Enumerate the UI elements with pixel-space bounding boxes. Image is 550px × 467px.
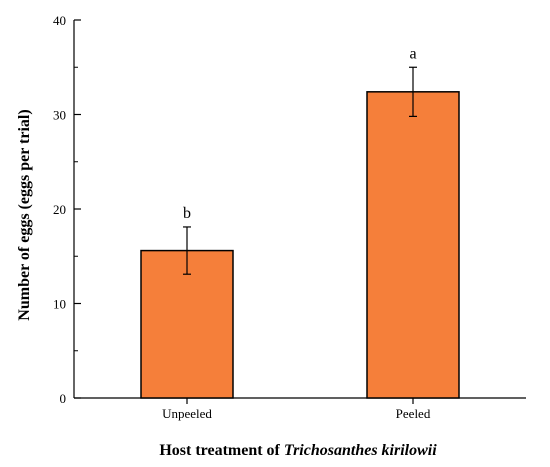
y-tick-label: 10 — [53, 297, 66, 312]
x-axis-title: Host treatment of Trichosanthes kirilowi… — [159, 442, 437, 459]
bar — [140, 249, 234, 399]
x-tick-label: Unpeeled — [162, 406, 212, 421]
significance-label: b — [183, 205, 191, 222]
x-axis-title-prefix: Host treatment of — [159, 442, 284, 459]
y-tick-label: 0 — [60, 391, 67, 406]
y-tick-label: 20 — [53, 202, 66, 217]
y-tick-label: 40 — [53, 13, 66, 28]
bar — [366, 91, 460, 399]
significance-label: a — [409, 45, 416, 62]
x-tick-label: Peeled — [396, 406, 431, 421]
y-axis-title: Number of eggs (eggs per trial) — [16, 109, 33, 320]
bars: ba — [140, 45, 460, 399]
x-axis: Unpeeled Peeled — [74, 397, 526, 421]
x-axis-title-species: Trichosanthes kirilowii — [284, 442, 437, 459]
y-axis: 0 10 20 30 40 — [53, 13, 81, 406]
y-tick-label: 30 — [53, 108, 66, 123]
